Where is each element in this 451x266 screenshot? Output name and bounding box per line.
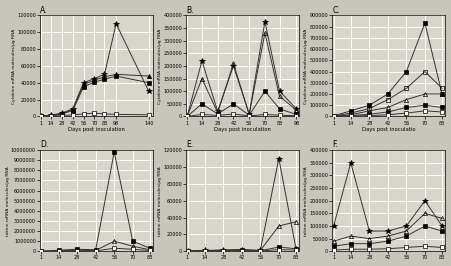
Text: C.: C. (332, 6, 340, 15)
X-axis label: Days post inoculatio: Days post inoculatio (362, 127, 415, 132)
X-axis label: Days post inoculation: Days post inoculation (68, 127, 125, 132)
Text: E.: E. (186, 140, 193, 149)
Text: A.: A. (40, 6, 48, 15)
Text: D.: D. (40, 140, 48, 149)
Y-axis label: Cytokine mRNA molecules/µg RNA: Cytokine mRNA molecules/µg RNA (304, 28, 308, 103)
Y-axis label: Cytokine mRNA molecules/µg RNA: Cytokine mRNA molecules/µg RNA (12, 28, 16, 103)
Y-axis label: tokine mRNA molecules/µg RNA: tokine mRNA molecules/µg RNA (304, 166, 308, 235)
X-axis label: Days post inoculation: Days post inoculation (214, 127, 271, 132)
Text: F.: F. (332, 140, 338, 149)
Y-axis label: Cytokine mRNA molecules/µg RNA: Cytokine mRNA molecules/µg RNA (158, 28, 162, 103)
Y-axis label: tokine mRNA molecules/µg RNA: tokine mRNA molecules/µg RNA (5, 166, 9, 235)
Text: B.: B. (186, 6, 193, 15)
Y-axis label: tokine mRNA molecules/µg RNA: tokine mRNA molecules/µg RNA (158, 166, 162, 235)
